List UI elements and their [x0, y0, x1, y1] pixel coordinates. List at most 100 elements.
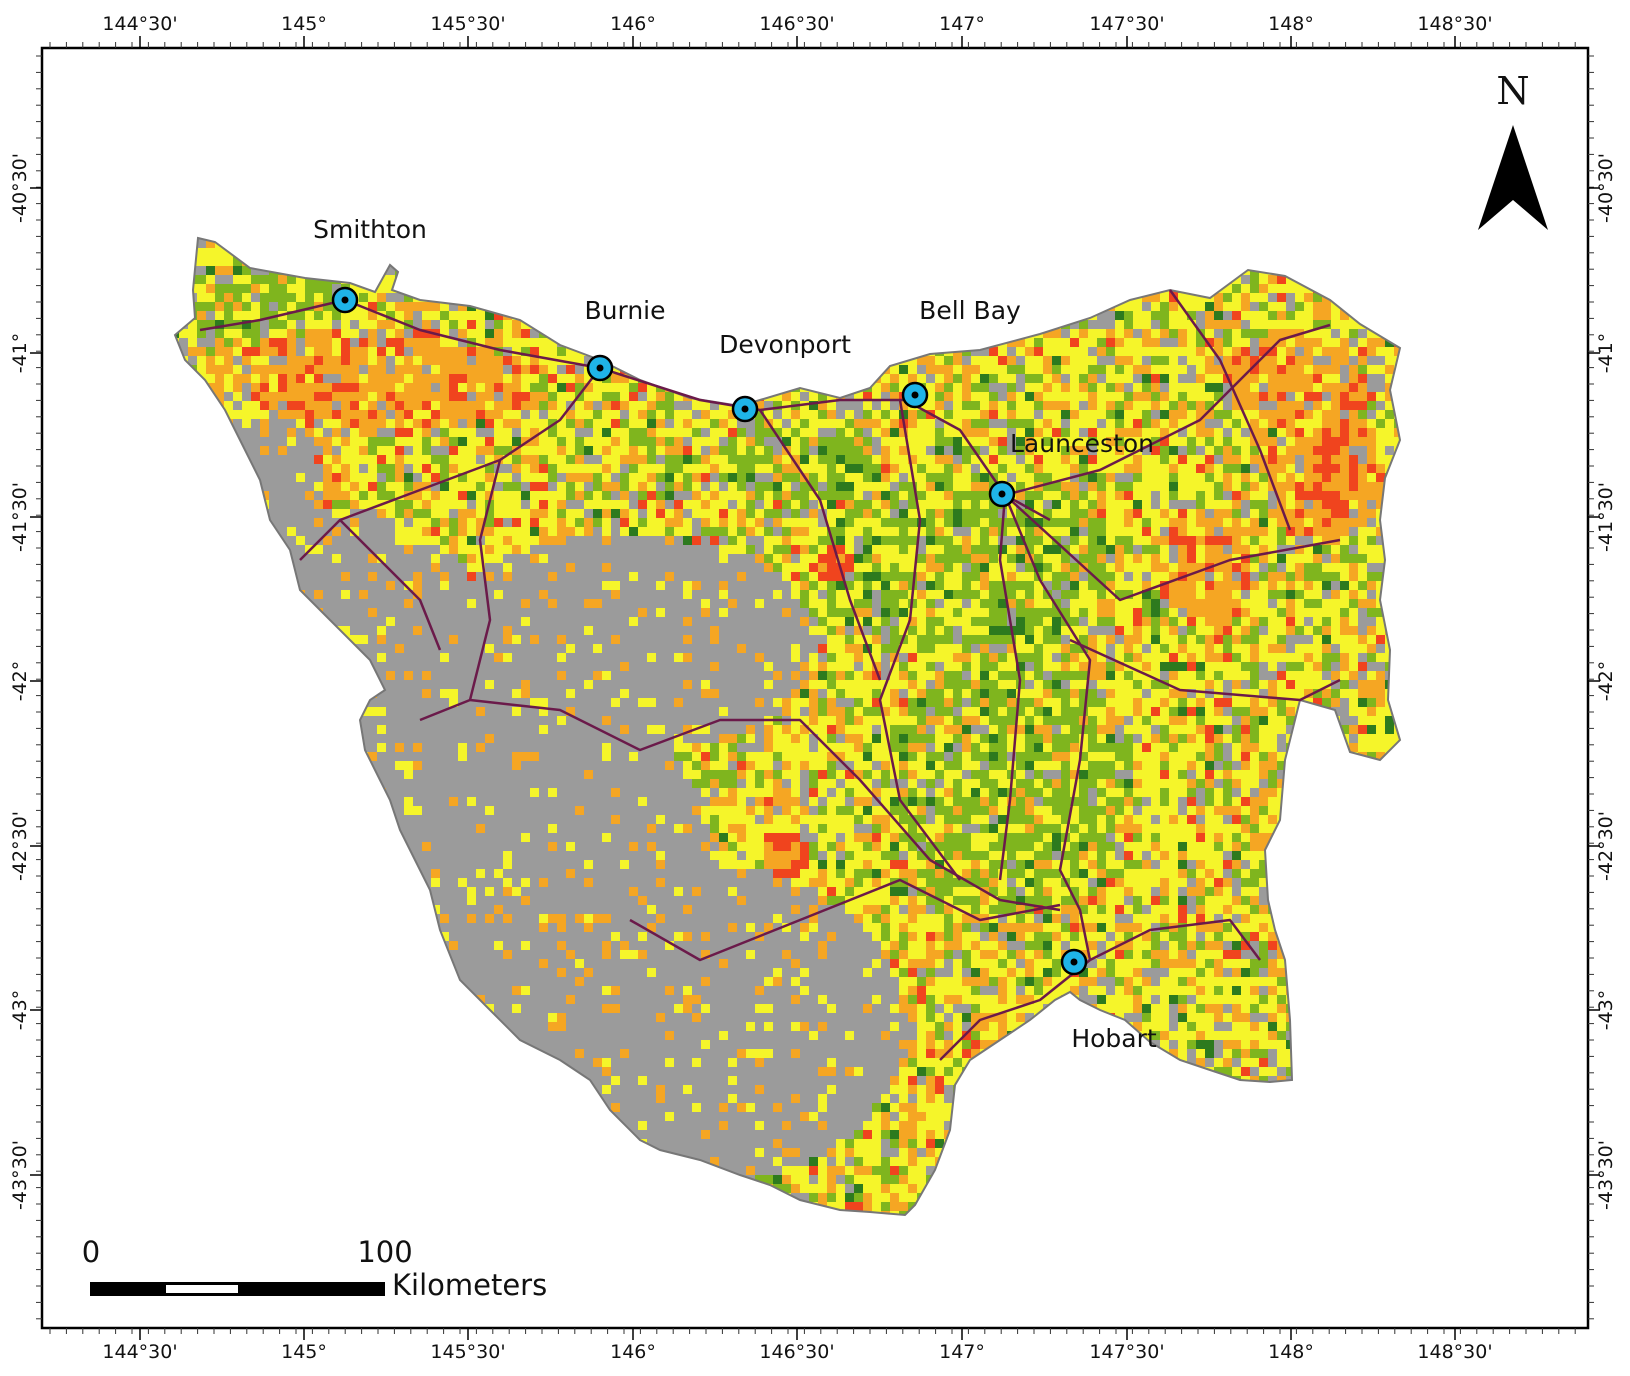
raster-cell	[467, 545, 476, 554]
raster-cell	[539, 1184, 548, 1193]
raster-cell	[620, 257, 629, 266]
raster-cell	[422, 1076, 431, 1085]
raster-cell	[242, 851, 251, 860]
raster-cell	[233, 554, 242, 563]
raster-cell	[260, 959, 269, 968]
raster-cell	[314, 311, 323, 320]
raster-cell	[377, 1139, 386, 1148]
raster-cell	[665, 230, 674, 239]
raster-cell	[368, 1202, 377, 1211]
raster-cell	[503, 473, 512, 482]
raster-cell	[179, 302, 188, 311]
raster-cell	[530, 527, 539, 536]
raster-cell	[260, 1049, 269, 1058]
raster-cell	[413, 1211, 422, 1220]
raster-cell	[341, 1067, 350, 1076]
raster-cell	[728, 320, 737, 329]
raster-cell	[422, 248, 431, 257]
raster-cell	[368, 347, 377, 356]
raster-cell	[170, 878, 179, 887]
raster-cell	[467, 1211, 476, 1220]
raster-cell	[278, 932, 287, 941]
raster-cell	[314, 1193, 323, 1202]
raster-cell	[737, 896, 746, 905]
raster-cell	[566, 1166, 575, 1175]
top-longitude-label: 145°	[281, 13, 327, 35]
raster-cell	[188, 680, 197, 689]
raster-cell	[521, 401, 530, 410]
raster-cell	[332, 959, 341, 968]
raster-cell	[530, 392, 539, 401]
raster-cell	[674, 239, 683, 248]
raster-cell	[224, 230, 233, 239]
raster-cell	[188, 797, 197, 806]
raster-cell	[215, 329, 224, 338]
raster-cell	[269, 1211, 278, 1220]
raster-cell	[485, 392, 494, 401]
raster-cell	[548, 410, 557, 419]
raster-cell	[251, 356, 260, 365]
raster-cell	[638, 1211, 647, 1220]
raster-cell	[692, 743, 701, 752]
raster-cell	[629, 482, 638, 491]
raster-cell	[278, 410, 287, 419]
raster-cell	[269, 1121, 278, 1130]
raster-cell	[584, 392, 593, 401]
raster-cell	[395, 1022, 404, 1031]
raster-cell	[701, 365, 710, 374]
raster-cell	[494, 401, 503, 410]
raster-cell	[431, 266, 440, 275]
raster-cell	[332, 1112, 341, 1121]
raster-cell	[512, 329, 521, 338]
raster-cell	[251, 734, 260, 743]
raster-cell	[539, 383, 548, 392]
raster-cell	[413, 248, 422, 257]
raster-cell	[332, 464, 341, 473]
raster-cell	[242, 1175, 251, 1184]
raster-cell	[215, 833, 224, 842]
raster-cell	[215, 887, 224, 896]
raster-cell	[170, 653, 179, 662]
raster-cell	[251, 833, 260, 842]
raster-cell	[539, 410, 548, 419]
raster-cell	[179, 590, 188, 599]
raster-cell	[242, 671, 251, 680]
raster-cell	[206, 644, 215, 653]
raster-cell	[287, 797, 296, 806]
raster-cell	[260, 1094, 269, 1103]
raster-cell	[485, 536, 494, 545]
raster-cell	[224, 1076, 233, 1085]
raster-cell	[530, 464, 539, 473]
raster-cell	[269, 968, 278, 977]
raster-cell	[431, 1121, 440, 1130]
raster-cell	[467, 284, 476, 293]
raster-cell	[404, 356, 413, 365]
raster-cell	[233, 329, 242, 338]
raster-cell	[260, 842, 269, 851]
raster-cell	[206, 1202, 215, 1211]
raster-cell	[548, 320, 557, 329]
raster-cell	[323, 473, 332, 482]
raster-cell	[359, 482, 368, 491]
raster-cell	[476, 401, 485, 410]
raster-cell	[179, 572, 188, 581]
raster-cell	[404, 1049, 413, 1058]
raster-cell	[620, 500, 629, 509]
raster-cell	[692, 491, 701, 500]
raster-cell	[665, 392, 674, 401]
raster-cell	[341, 473, 350, 482]
raster-cell	[431, 275, 440, 284]
raster-cell	[656, 266, 665, 275]
raster-cell	[278, 356, 287, 365]
raster-cell	[350, 1040, 359, 1049]
raster-cell	[638, 518, 647, 527]
raster-cell	[620, 392, 629, 401]
raster-cell	[395, 509, 404, 518]
raster-cell	[215, 878, 224, 887]
raster-cell	[233, 374, 242, 383]
raster-cell	[224, 536, 233, 545]
raster-cell	[422, 446, 431, 455]
raster-cell	[458, 437, 467, 446]
raster-cell	[674, 1202, 683, 1211]
raster-cell	[620, 266, 629, 275]
